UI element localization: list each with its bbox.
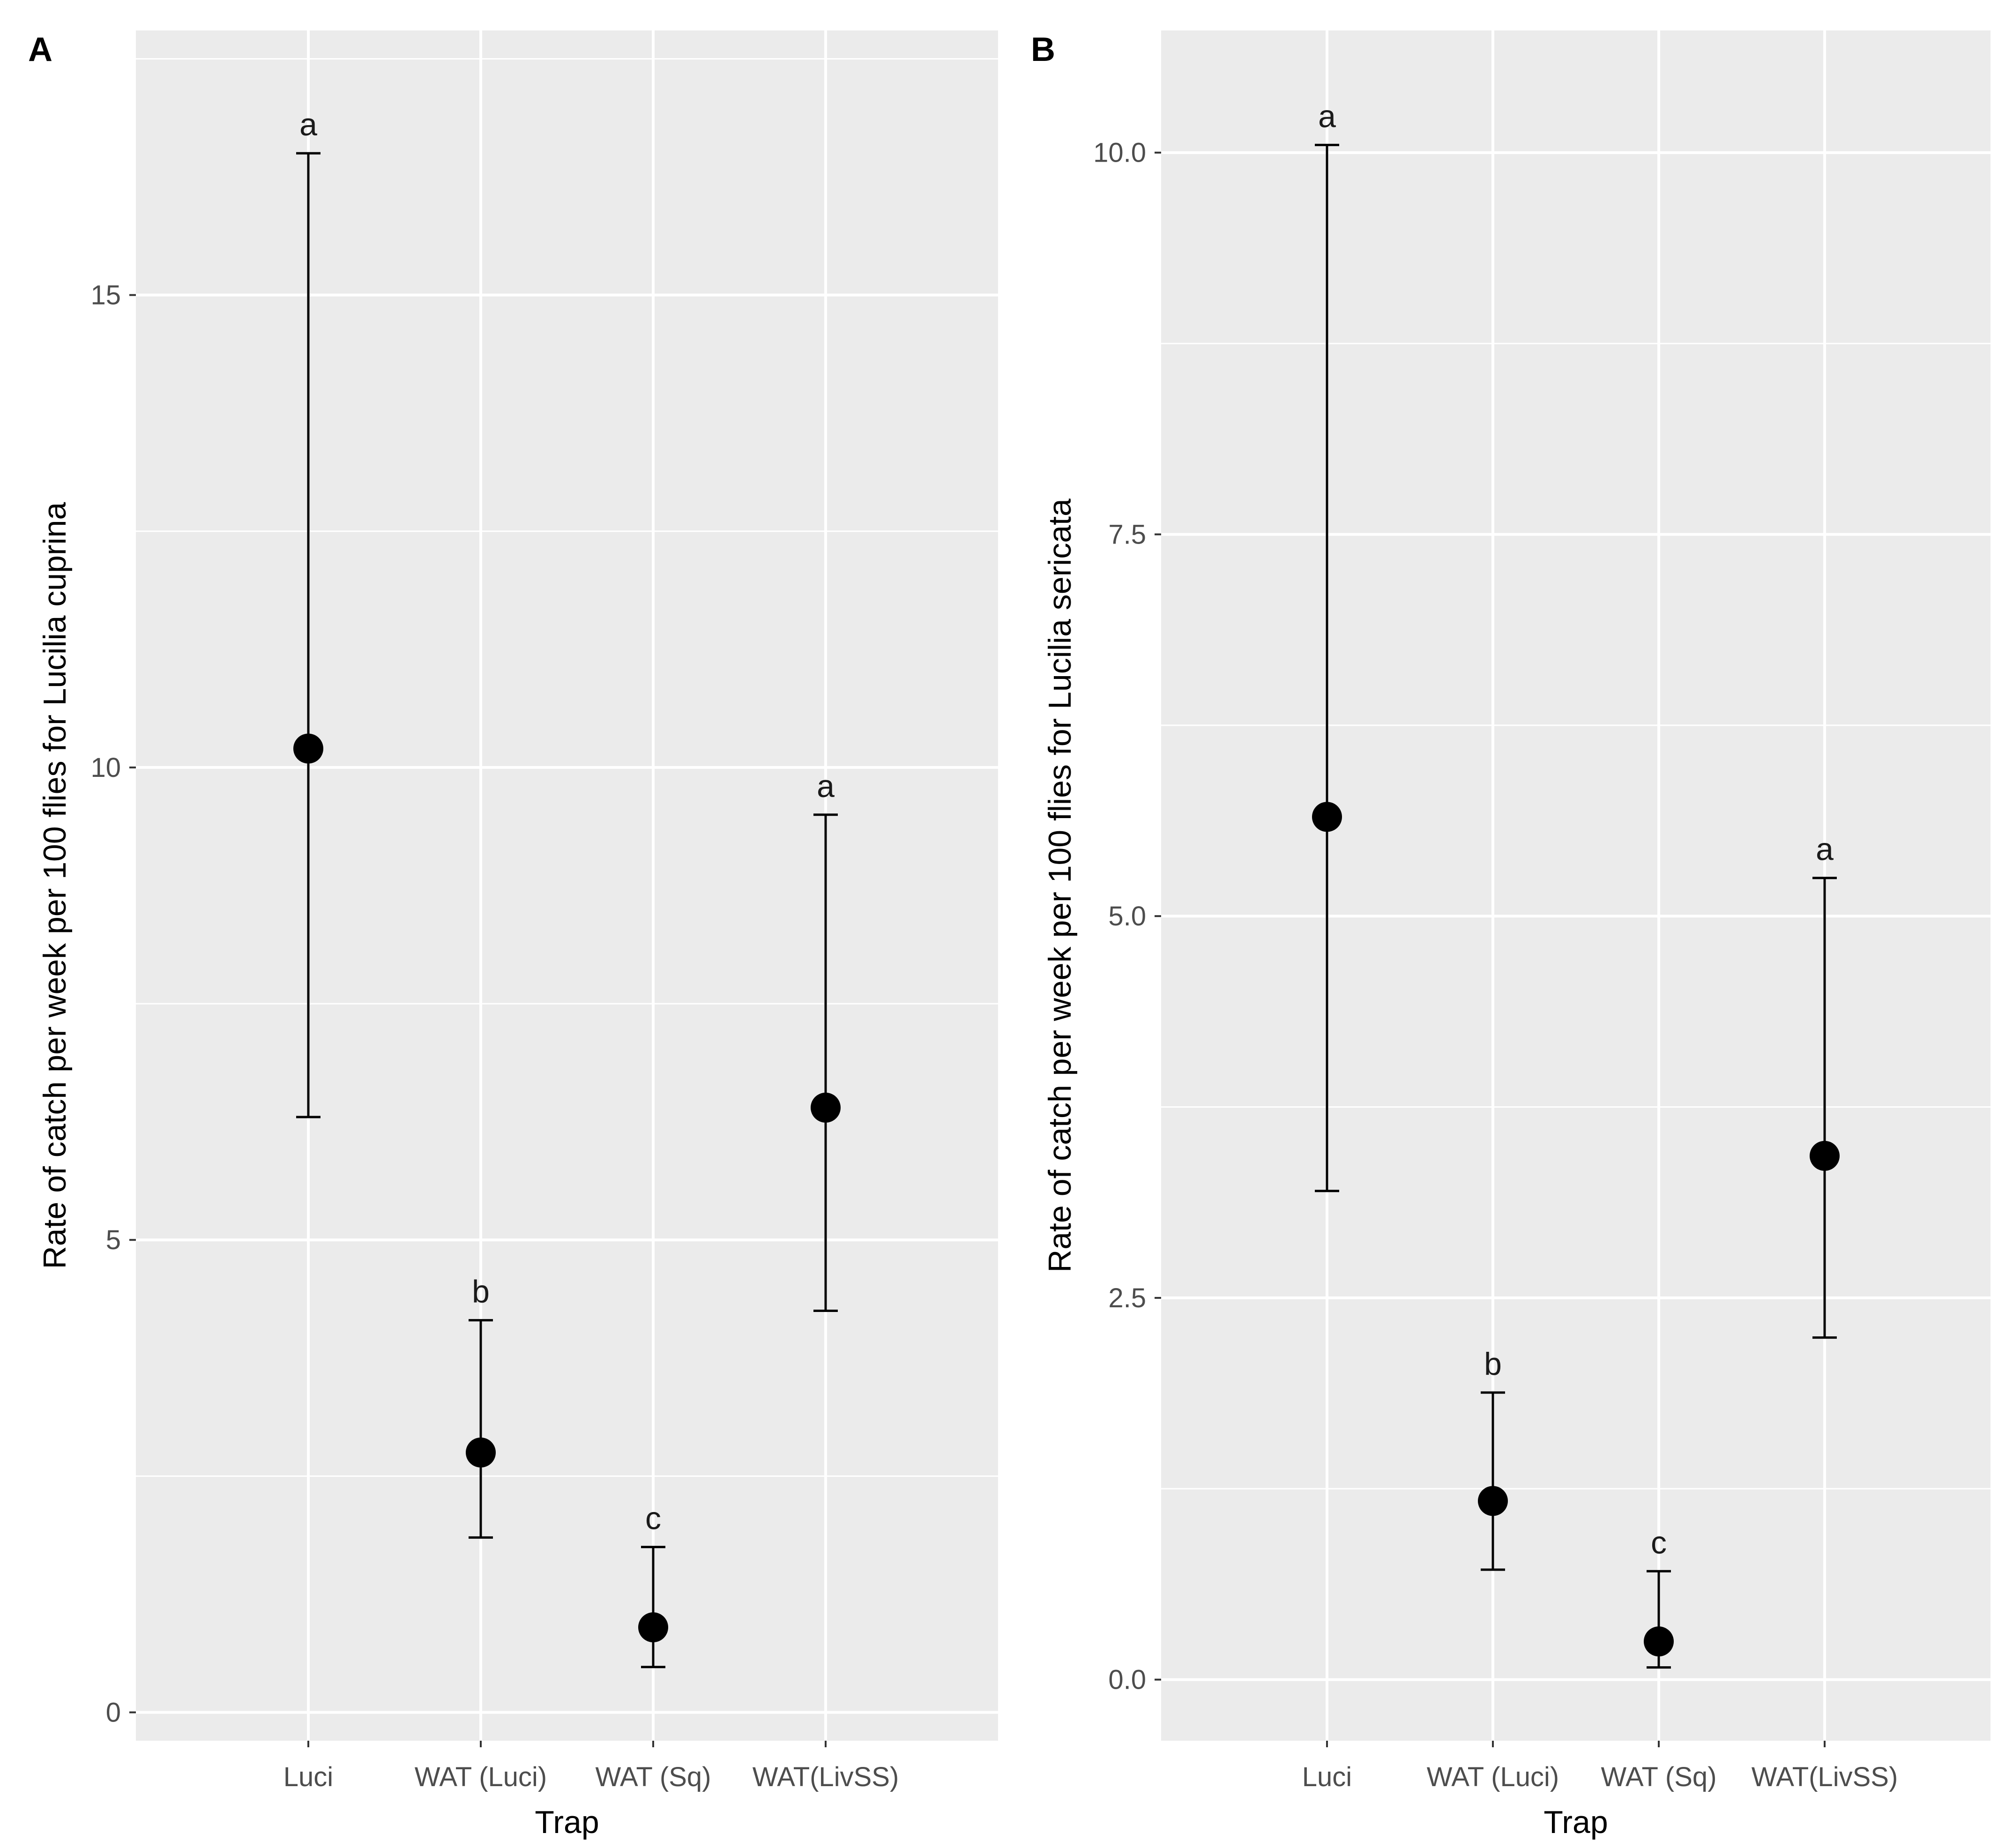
- y-tick-label: 15: [90, 280, 121, 311]
- significance-letter: c: [1651, 1525, 1667, 1560]
- plot-panel: [136, 30, 998, 1741]
- significance-letter: b: [1484, 1346, 1502, 1382]
- data-point: [293, 733, 323, 764]
- y-tick-label: 2.5: [1108, 1283, 1146, 1313]
- data-point: [811, 1092, 841, 1123]
- data-point: [1644, 1626, 1674, 1657]
- significance-letter: b: [472, 1274, 490, 1310]
- x-tick-label: WAT(LivSS): [1752, 1762, 1898, 1792]
- data-point: [1312, 802, 1342, 832]
- y-tick-label: 5: [106, 1225, 121, 1255]
- significance-letter: a: [1816, 832, 1834, 867]
- significance-letter: a: [1318, 98, 1336, 134]
- plot-panel: [1161, 30, 1991, 1741]
- x-tick-label: WAT (Luci): [415, 1762, 547, 1792]
- y-tick-label: 5.0: [1108, 901, 1146, 931]
- x-tick-label: WAT (Sq): [1601, 1762, 1716, 1792]
- y-axis-title: Rate of catch per week per 100 flies for…: [1042, 499, 1078, 1273]
- panel-a: 0 5 10 15 Luci WAT (Luci) WAT (Sq) WAT(LivSS) a b…: [28, 30, 998, 1840]
- panel-tag: B: [1031, 31, 1055, 68]
- y-axis-title: Rate of catch per week per 100 flies for…: [37, 502, 73, 1269]
- y-tick-label: 0.0: [1108, 1665, 1146, 1695]
- panel-b: 0.0 2.5 5.0 7.5 10.0 Luci WAT (Luci) WAT (Sq) WA…: [1031, 30, 1991, 1840]
- y-tick-label: 10: [90, 753, 121, 783]
- data-point: [466, 1437, 496, 1468]
- y-tick-label: 7.5: [1108, 519, 1146, 550]
- y-tick-label: 0: [106, 1698, 121, 1728]
- x-tick-label: WAT(LivSS): [753, 1762, 899, 1792]
- y-tick-label: 10.0: [1093, 138, 1146, 168]
- x-axis-title: Trap: [1543, 1804, 1608, 1840]
- data-point: [638, 1612, 668, 1643]
- x-tick-label: Luci: [283, 1762, 333, 1792]
- x-tick-label: WAT (Luci): [1427, 1762, 1559, 1792]
- data-point: [1478, 1486, 1508, 1516]
- x-axis-title: Trap: [535, 1804, 599, 1840]
- x-tick-label: WAT (Sq): [595, 1762, 711, 1792]
- data-point: [1810, 1140, 1840, 1171]
- panel-tag: A: [28, 31, 52, 68]
- significance-letter: c: [645, 1501, 661, 1536]
- significance-letter: a: [817, 768, 835, 804]
- x-tick-label: Luci: [1302, 1762, 1352, 1792]
- significance-letter: a: [299, 107, 317, 142]
